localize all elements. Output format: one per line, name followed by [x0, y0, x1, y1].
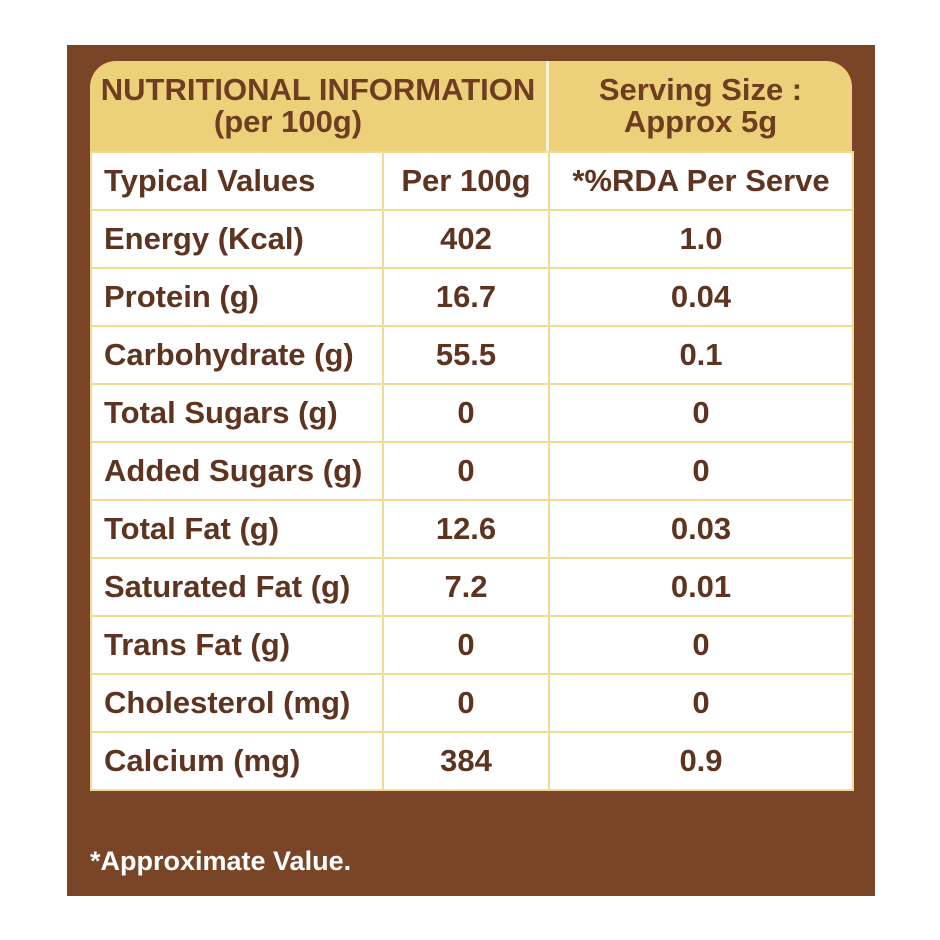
rda-value: 0.9: [548, 731, 854, 791]
table-row: Total Sugars (g) 0 0: [90, 383, 854, 443]
per-100g-value: 0: [382, 615, 550, 675]
per-100g-value: 0: [382, 673, 550, 733]
per-100g-value: 0: [382, 383, 550, 443]
per-100g-value: 384: [382, 731, 550, 791]
nutrient-name: Saturated Fat (g): [90, 557, 384, 617]
rda-value: 0.01: [548, 557, 854, 617]
nutrition-table: Typical Values Per 100g *%RDA Per Serve …: [90, 151, 854, 791]
per-100g-value: 402: [382, 209, 550, 269]
nutrient-name: Calcium (mg): [90, 731, 384, 791]
table-row: Calcium (mg) 384 0.9: [90, 731, 854, 791]
serving-size: Serving Size : Approx 5g: [549, 61, 852, 151]
per-100g-value: 12.6: [382, 499, 550, 559]
per-100g-value: 16.7: [382, 267, 550, 327]
nutrient-name: Protein (g): [90, 267, 384, 327]
table-row: Trans Fat (g) 0 0: [90, 615, 854, 675]
nutrition-title: NUTRITIONAL INFORMATION (per 100g): [90, 61, 546, 151]
nutrient-name: Trans Fat (g): [90, 615, 384, 675]
rda-value: 0: [548, 615, 854, 675]
column-header-per-100g: Per 100g: [382, 151, 550, 211]
rda-value: 0: [548, 383, 854, 443]
nutrient-name: Cholesterol (mg): [90, 673, 384, 733]
nutrition-header: [90, 61, 852, 151]
table-header-row: Typical Values Per 100g *%RDA Per Serve: [90, 151, 854, 211]
per-100g-value: 0: [382, 441, 550, 501]
nutrient-name: Carbohydrate (g): [90, 325, 384, 385]
table-row: Protein (g) 16.7 0.04: [90, 267, 854, 327]
nutrition-title-line1: NUTRITIONAL INFORMATION: [100, 72, 536, 107]
rda-value: 0.1: [548, 325, 854, 385]
nutrition-title-line2: (per 100g): [213, 104, 363, 139]
rda-value: 0.04: [548, 267, 854, 327]
rda-value: 0: [548, 441, 854, 501]
rda-value: 0: [548, 673, 854, 733]
table-row: Total Fat (g) 12.6 0.03: [90, 499, 854, 559]
nutrient-name: Added Sugars (g): [90, 441, 384, 501]
nutrient-name: Energy (Kcal): [90, 209, 384, 269]
serving-size-line2: Approx 5g: [623, 104, 778, 139]
table-row: Saturated Fat (g) 7.2 0.01: [90, 557, 854, 617]
rda-value: 1.0: [548, 209, 854, 269]
serving-size-line1: Serving Size :: [598, 72, 803, 107]
footnote: *Approximate Value.: [90, 846, 352, 876]
per-100g-value: 55.5: [382, 325, 550, 385]
nutrient-name: Total Sugars (g): [90, 383, 384, 443]
column-header-rda: *%RDA Per Serve: [548, 151, 854, 211]
table-row: Carbohydrate (g) 55.5 0.1: [90, 325, 854, 385]
column-header-typical-values: Typical Values: [90, 151, 384, 211]
per-100g-value: 7.2: [382, 557, 550, 617]
nutrient-name: Total Fat (g): [90, 499, 384, 559]
table-row: Cholesterol (mg) 0 0: [90, 673, 854, 733]
table-row: Energy (Kcal) 402 1.0: [90, 209, 854, 269]
header-divider: [546, 61, 549, 151]
table-row: Added Sugars (g) 0 0: [90, 441, 854, 501]
rda-value: 0.03: [548, 499, 854, 559]
